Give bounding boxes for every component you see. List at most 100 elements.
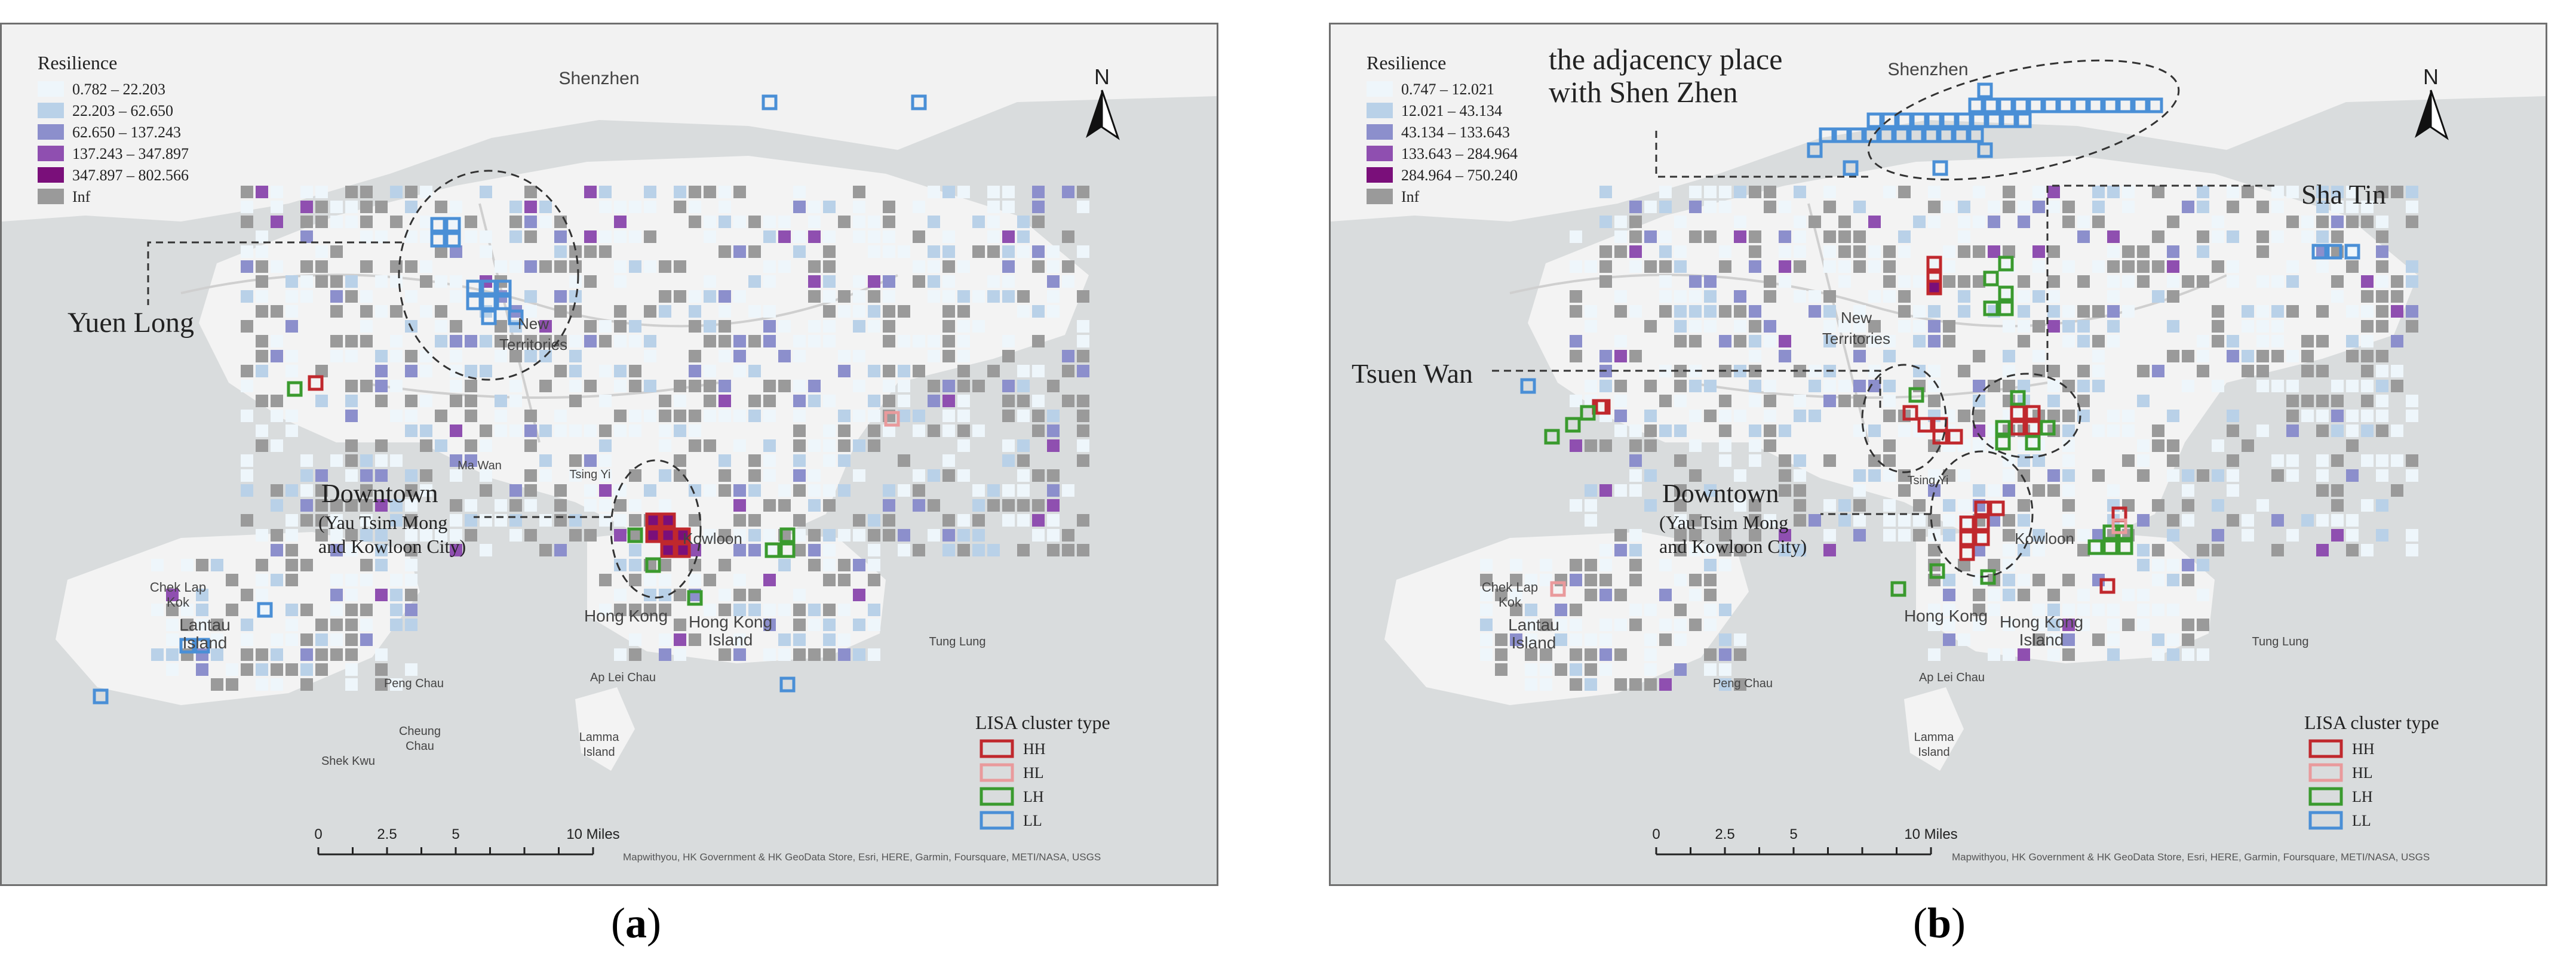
grid-cell [524,499,537,512]
grid-cell [2242,439,2254,452]
grid-cell [1480,619,1493,631]
grid-cell [659,424,671,437]
grid-cell [1614,245,1627,258]
grid-cell [256,648,268,661]
grid-cell [2361,544,2374,556]
grid-cell [748,454,761,467]
grid-cell [181,619,194,631]
grid-cell [211,559,223,571]
grid-cell [853,320,865,333]
grid-cell [450,290,462,303]
grid-cell [2047,604,2060,616]
lisa-cell [93,688,109,705]
grid-cell [2256,424,2269,437]
place-label: Territories [499,336,567,353]
grid-cell [1749,350,1761,362]
place-label: Tsing Yi [570,468,611,481]
annotation-yuen-long: Yuen Long [67,307,194,339]
grid-cell [2137,275,2150,288]
grid-cell [1614,648,1627,661]
grid-cell [674,619,686,631]
grid-cell [2346,529,2359,542]
grid-cell [495,335,507,347]
grid-cell [2316,260,2329,273]
grid-cell [659,290,671,303]
grid-cell [1017,439,1030,452]
grid-cell [1674,335,1687,347]
grid-cell [1988,245,2000,258]
grid-cell [2256,335,2269,347]
grid-cell [704,484,716,497]
grid-cell [823,648,836,661]
resilience-class-label: 62.650 – 137.243 [72,124,181,141]
grid-cell [524,216,537,228]
grid-cell [987,275,1000,288]
grid-cell [196,589,208,601]
grid-cell [2152,290,2164,303]
grid-cell [719,589,731,601]
grid-cell [360,186,373,198]
grid-cell [823,260,836,273]
grid-cell [2167,469,2179,482]
grid-cell [2271,320,2284,333]
lisa-cell [1959,545,1975,561]
grid-cell [1749,499,1761,512]
grid-cell [928,186,940,198]
grid-cell [629,499,641,512]
grid-cell [1943,589,1955,601]
lisa-cell [1595,399,1611,415]
grid-cell [1077,424,1089,437]
grid-cell [2331,410,2344,422]
grid-cell [719,335,731,347]
grid-cell [2107,619,2120,631]
grid-cell [1734,678,1746,691]
grid-cell [913,365,925,377]
grid-cell [2197,544,2209,556]
grid-cell [2227,201,2239,213]
grid-cell [2376,275,2388,288]
grid-cell [2167,245,2179,258]
grid-cell [1704,604,1717,616]
grid-cell [405,260,417,273]
grid-cell [1644,201,1657,213]
grid-cell [2018,380,2030,392]
lisa-cell [1974,500,1990,516]
grid-cell [763,216,776,228]
grid-cell [1913,499,1926,512]
grid-cell [674,648,686,661]
grid-cell [868,305,880,318]
grid-cell [1704,410,1717,422]
grid-cell [793,529,806,542]
grid-cell [285,275,298,288]
grid-cell [913,201,925,213]
grid-cell [1570,395,1582,407]
grid-cell [1002,514,1015,527]
grid-cell [390,604,403,616]
grid-cell [2361,320,2374,333]
grid-cell [450,335,462,347]
grid-cell [2167,529,2179,542]
grid-cell [1868,290,1881,303]
grid-cell [1958,499,1970,512]
grid-cell [1629,678,1642,691]
grid-cell [629,410,641,422]
grid-cell [315,275,328,288]
grid-cell [360,514,373,527]
grid-cell [2391,290,2403,303]
grid-cell [256,350,268,362]
lisa-swatch [2308,763,2343,782]
grid-cell [793,619,806,631]
grid-cell [942,245,955,258]
lisa-cell [1998,256,2014,272]
grid-cell [285,574,298,586]
lisa-cell [1998,300,2014,316]
grid-cell [823,499,836,512]
grid-cell [2271,186,2284,198]
grid-cell [1062,230,1074,243]
grid-cell [957,186,970,198]
grid-cell [226,574,238,586]
grid-cell [614,604,627,616]
grid-cell [360,529,373,542]
lisa-cell [1977,142,1993,158]
grid-cell [629,559,641,571]
